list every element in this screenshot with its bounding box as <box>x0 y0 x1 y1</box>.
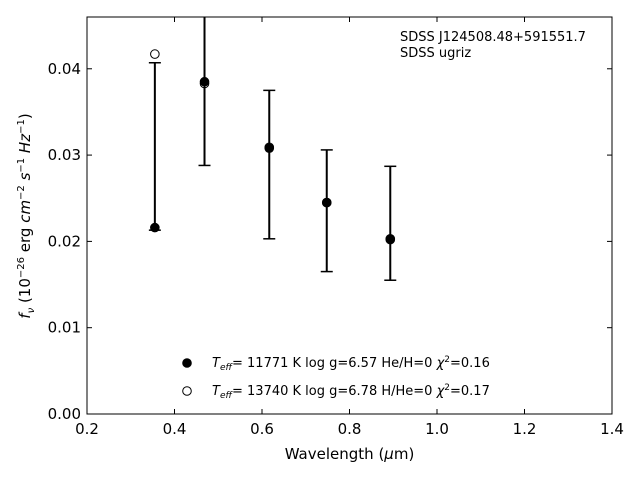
axis-ticks: 0.2 0.4 0.6 0.8 1.0 1.2 1.4 0.00 0.01 0.02 0.03 0.0… <box>48 17 624 438</box>
legend-label: Teff= 11771 K log g=6.57 He/H=0 χ2=0.16 <box>212 355 490 373</box>
plot-frame <box>86 16 613 415</box>
y-tick-label: 0.01 <box>48 319 81 337</box>
y-tick-label: 0.02 <box>48 232 81 250</box>
model-point-open <box>150 49 160 59</box>
x-tick-label: 0.4 <box>163 420 187 438</box>
legend-label: Teff= 13740 K log g=6.78 H/He=0 χ2=0.17 <box>212 383 490 401</box>
y-axis-label: fν (10−26 erg cm−2 s−1 Hz−1) <box>16 113 37 318</box>
x-tick-label: 0.6 <box>250 420 274 438</box>
y-tick-label: 0.03 <box>48 146 81 164</box>
y-tick-label: 0.04 <box>48 60 81 78</box>
legend-marker-filled <box>182 358 192 368</box>
data-points <box>150 49 396 245</box>
x-tick-label: 1.2 <box>513 420 537 438</box>
photometry-annotation: SDSS ugriz <box>400 46 471 61</box>
model-point-open <box>385 234 396 245</box>
legend: Teff= 11771 K log g=6.57 He/H=0 χ2=0.16 T… <box>182 355 490 401</box>
x-tick-label: 0.8 <box>338 420 362 438</box>
model-point-open <box>321 197 332 208</box>
x-axis-label: Wavelength (μm) <box>285 445 415 463</box>
x-tick-label: 1.0 <box>425 420 449 438</box>
y-tick-label: 0.00 <box>48 405 81 423</box>
model-point-open <box>199 78 210 89</box>
model-point-open <box>264 142 275 153</box>
error-bars <box>148 17 397 281</box>
object-name-annotation: SDSS J124508.48+591551.7 <box>400 30 586 45</box>
x-tick-label: 0.2 <box>75 420 99 438</box>
x-tick-label: 1.4 <box>600 420 624 438</box>
model-point-filled <box>150 222 160 233</box>
legend-marker-open <box>182 386 192 396</box>
